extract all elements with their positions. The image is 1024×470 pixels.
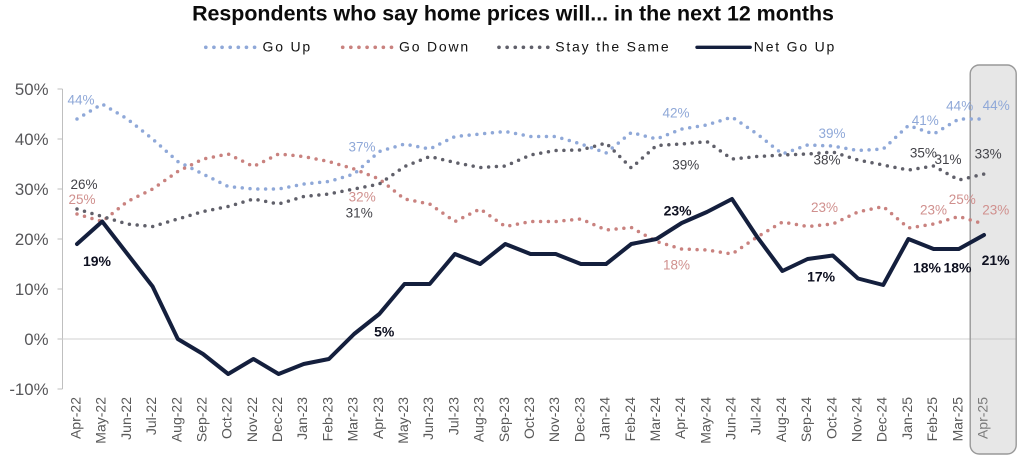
svg-text:44%: 44% <box>983 98 1010 113</box>
svg-text:Jun-24: Jun-24 <box>723 397 739 440</box>
svg-text:Nov-22: Nov-22 <box>244 397 260 442</box>
svg-text:31%: 31% <box>346 206 373 221</box>
svg-text:Feb-25: Feb-25 <box>924 397 940 442</box>
svg-text:Aug-24: Aug-24 <box>773 397 789 442</box>
svg-text:19%: 19% <box>83 253 112 269</box>
svg-text:40%: 40% <box>15 130 49 149</box>
svg-text:Aug-22: Aug-22 <box>168 397 184 442</box>
svg-text:Go Down: Go Down <box>399 39 470 55</box>
svg-text:26%: 26% <box>70 177 97 192</box>
svg-text:Feb-24: Feb-24 <box>622 397 638 442</box>
svg-text:21%: 21% <box>982 252 1011 268</box>
svg-text:May-23: May-23 <box>395 397 411 444</box>
svg-text:23%: 23% <box>982 202 1009 217</box>
svg-text:32%: 32% <box>349 189 376 204</box>
svg-text:Oct-23: Oct-23 <box>521 397 537 439</box>
svg-text:Apr-23: Apr-23 <box>370 397 386 439</box>
svg-text:Oct-24: Oct-24 <box>823 397 839 439</box>
svg-text:18%: 18% <box>943 260 972 276</box>
svg-text:0%: 0% <box>24 330 48 349</box>
svg-text:Jan-24: Jan-24 <box>597 397 613 440</box>
svg-text:Apr-25: Apr-25 <box>975 397 991 439</box>
svg-text:42%: 42% <box>662 106 689 121</box>
svg-text:Jan-25: Jan-25 <box>899 397 915 440</box>
svg-text:Jul-22: Jul-22 <box>143 397 159 435</box>
svg-text:Apr-24: Apr-24 <box>672 397 688 439</box>
svg-text:Nov-24: Nov-24 <box>849 397 865 442</box>
svg-text:37%: 37% <box>348 140 375 155</box>
svg-text:Dec-23: Dec-23 <box>571 397 587 442</box>
svg-text:Net Go Up: Net Go Up <box>754 39 836 55</box>
svg-text:Go Up: Go Up <box>263 39 312 55</box>
svg-text:-10%: -10% <box>9 380 48 399</box>
svg-text:Mar-24: Mar-24 <box>647 397 663 442</box>
svg-text:Jun-23: Jun-23 <box>420 397 436 440</box>
svg-text:Jul-23: Jul-23 <box>445 397 461 435</box>
svg-text:Jul-24: Jul-24 <box>748 397 764 435</box>
svg-text:Jan-23: Jan-23 <box>294 397 310 440</box>
svg-text:39%: 39% <box>818 126 845 141</box>
svg-text:39%: 39% <box>672 157 699 172</box>
svg-text:May-24: May-24 <box>697 397 713 444</box>
svg-text:25%: 25% <box>949 192 976 207</box>
svg-text:41%: 41% <box>912 113 939 128</box>
svg-text:Mar-23: Mar-23 <box>345 397 361 442</box>
svg-text:10%: 10% <box>15 280 49 299</box>
svg-text:18%: 18% <box>913 260 942 276</box>
svg-text:Mar-25: Mar-25 <box>949 397 965 442</box>
svg-text:Sep-24: Sep-24 <box>798 397 814 442</box>
svg-text:25%: 25% <box>68 192 95 207</box>
svg-text:Oct-22: Oct-22 <box>219 397 235 439</box>
svg-text:33%: 33% <box>975 146 1002 161</box>
svg-text:Sep-22: Sep-22 <box>194 397 210 442</box>
svg-text:Sep-23: Sep-23 <box>496 397 512 442</box>
svg-text:Feb-23: Feb-23 <box>319 397 335 442</box>
svg-text:20%: 20% <box>15 230 49 249</box>
svg-text:Nov-23: Nov-23 <box>546 397 562 442</box>
svg-text:35%: 35% <box>910 145 937 160</box>
svg-text:50%: 50% <box>15 80 49 99</box>
svg-text:23%: 23% <box>920 202 947 217</box>
svg-text:5%: 5% <box>374 323 395 339</box>
svg-text:Respondents who say home price: Respondents who say home prices will... … <box>192 2 834 26</box>
svg-text:18%: 18% <box>663 258 690 273</box>
svg-text:23%: 23% <box>811 200 838 215</box>
svg-text:38%: 38% <box>813 153 840 168</box>
svg-text:30%: 30% <box>15 180 49 199</box>
svg-text:Stay the Same: Stay the Same <box>555 39 670 55</box>
svg-text:44%: 44% <box>67 93 94 108</box>
svg-text:Apr-22: Apr-22 <box>68 397 84 439</box>
svg-text:Dec-24: Dec-24 <box>874 397 890 442</box>
svg-text:17%: 17% <box>807 269 836 285</box>
svg-text:Jun-22: Jun-22 <box>118 397 134 440</box>
svg-text:44%: 44% <box>946 99 973 114</box>
svg-text:Aug-23: Aug-23 <box>471 397 487 442</box>
svg-text:31%: 31% <box>934 152 961 167</box>
svg-text:Dec-22: Dec-22 <box>269 397 285 442</box>
svg-text:23%: 23% <box>664 203 693 219</box>
svg-text:May-22: May-22 <box>93 397 109 444</box>
